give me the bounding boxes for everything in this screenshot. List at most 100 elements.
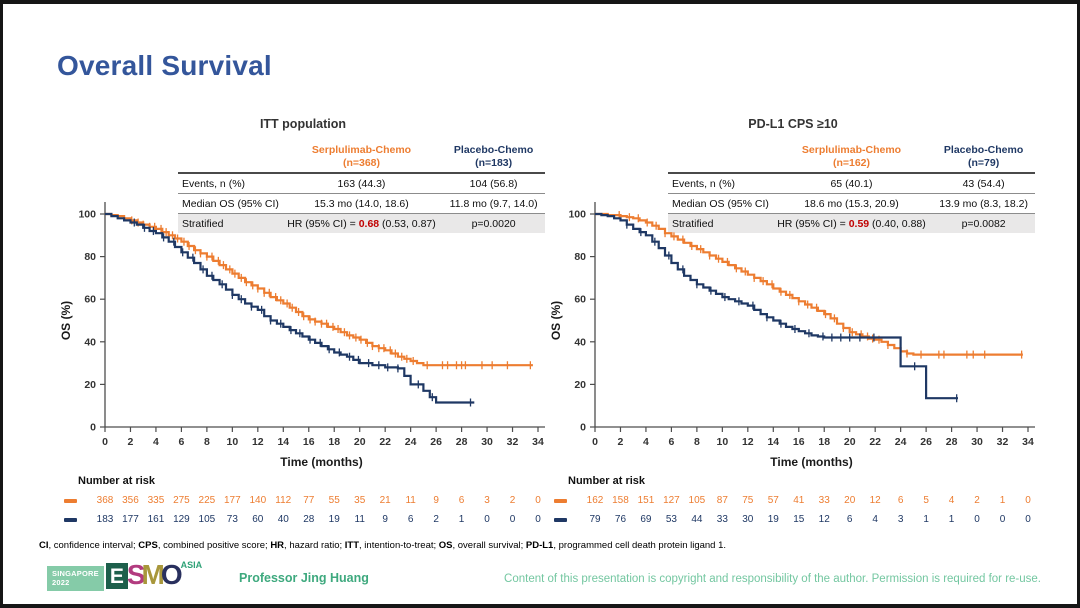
risk-number: 9 xyxy=(433,495,439,506)
risk-number: 33 xyxy=(716,514,728,525)
svg-text:40: 40 xyxy=(84,336,96,348)
risk-number: 20 xyxy=(844,495,856,506)
svg-text:20: 20 xyxy=(574,379,586,391)
footnote-abbreviation: ITT xyxy=(344,540,360,551)
svg-text:16: 16 xyxy=(303,436,315,448)
risk-number: 140 xyxy=(249,495,267,506)
svg-text:18: 18 xyxy=(328,436,340,448)
risk-number: 2 xyxy=(433,514,439,525)
risk-number: 4 xyxy=(872,514,878,525)
logo-letter-o: O xyxy=(160,559,183,590)
svg-text:18: 18 xyxy=(818,436,830,448)
arm-n: (n=79) xyxy=(968,156,1000,169)
risk-number: 129 xyxy=(173,514,190,525)
median-os-placebo: 11.8 mo (9.7, 14.0) xyxy=(449,197,538,210)
svg-text:30: 30 xyxy=(971,436,983,448)
number-at-risk-pdl1: Number at risk 162 158 151 127 105 87 75 57 41 33 2… xyxy=(548,475,1048,537)
risk-number: 19 xyxy=(328,514,340,525)
serplulimab-header: Serplulimab-Chemo (n=368) xyxy=(281,143,442,173)
risk-number: 158 xyxy=(612,495,629,506)
risk-number: 0 xyxy=(484,514,490,525)
abbreviations-footnote: CI, confidence interval; CPS, combined p… xyxy=(39,540,726,551)
svg-text:8: 8 xyxy=(204,436,210,448)
risk-number: 0 xyxy=(974,514,980,525)
y-axis-label: OS (%) xyxy=(549,301,563,340)
hazard-ratio-cell: HR (95% CI) = 0.59 (0.40, 0.88) xyxy=(771,214,932,234)
esmo-asia-logo: SINGAPORE 2022 E S M O ASIA xyxy=(47,559,202,591)
logo-singapore-text: SINGAPORE xyxy=(52,569,99,578)
number-at-risk-itt: Number at risk 368 356 335 275 225 177 140 112 77… xyxy=(58,475,558,537)
km-series-placebo-chemo xyxy=(105,212,475,407)
hr-ci: (0.53, 0.87) xyxy=(379,217,436,230)
table-row-stratified: Stratified HR (95% CI) = 0.59 (0.40, 0.8… xyxy=(668,213,1035,234)
risk-number: 1 xyxy=(923,514,929,525)
risk-number: 44 xyxy=(691,514,703,525)
risk-number: 35 xyxy=(354,495,366,506)
risk-number: 69 xyxy=(640,514,652,525)
svg-text:4: 4 xyxy=(643,436,649,448)
hazard-ratio-cell: HR (95% CI) = 0.68 (0.53, 0.87) xyxy=(281,214,442,234)
hr-value: 0.59 xyxy=(848,217,870,230)
svg-text:60: 60 xyxy=(84,294,96,306)
risk-number: 6 xyxy=(458,495,465,506)
svg-text:12: 12 xyxy=(742,436,754,448)
risk-number: 183 xyxy=(96,514,114,525)
logo-year-text: 2022 xyxy=(52,578,70,588)
logo-letter-e: E xyxy=(105,563,128,589)
table-row-median-os: Median OS (95% CI) 18.6 mo (15.3, 20.9) … xyxy=(668,194,1035,214)
svg-text:22: 22 xyxy=(869,436,881,448)
arm-name: Serplulimab-Chemo xyxy=(801,144,902,156)
row-label: Stratified xyxy=(182,217,224,230)
footnote-text: , combined positive score; xyxy=(157,540,271,551)
risk-number: 3 xyxy=(897,514,904,525)
risk-row-marker-serplulimab-chemo xyxy=(64,499,77,503)
risk-number: 2 xyxy=(974,495,980,506)
risk-number: 55 xyxy=(328,495,340,506)
logo-esmo-letters: E S M O ASIA xyxy=(105,559,202,590)
km-curve xyxy=(595,212,958,400)
x-axis-label: Time (months) xyxy=(770,455,852,469)
risk-number: 6 xyxy=(897,495,904,506)
stats-table-itt: Serplulimab-Chemo (n=368) Placebo-Chemo … xyxy=(178,143,545,234)
p-value: p=0.0082 xyxy=(961,217,1006,230)
svg-text:40: 40 xyxy=(574,336,586,348)
risk-row-marker-placebo-chemo xyxy=(64,518,77,522)
footnote-abbreviation: HR xyxy=(270,540,285,551)
svg-text:8: 8 xyxy=(694,436,700,448)
svg-text:10: 10 xyxy=(227,436,239,448)
svg-text:60: 60 xyxy=(574,294,586,306)
footnote-text: , overall survival; xyxy=(452,540,526,551)
risk-number: 41 xyxy=(793,495,805,506)
logo-letter-s: S xyxy=(126,559,146,590)
arm-name: Placebo-Chemo xyxy=(453,144,534,156)
svg-text:34: 34 xyxy=(532,436,544,448)
svg-text:4: 4 xyxy=(153,436,159,448)
copyright-notice: Content of this presentation is copyrigh… xyxy=(504,573,1041,585)
row-label: Median OS (95% CI) xyxy=(672,197,769,210)
table-header-row: Serplulimab-Chemo (n=368) Placebo-Chemo … xyxy=(178,143,545,174)
risk-number: 0 xyxy=(999,514,1006,525)
median-os-serplulimab: 15.3 mo (14.0, 18.6) xyxy=(314,197,409,210)
risk-number: 75 xyxy=(742,495,754,506)
serplulimab-header: Serplulimab-Chemo (n=162) xyxy=(771,143,932,173)
risk-number: 73 xyxy=(226,514,238,525)
footnote-abbreviation: PD-L1 xyxy=(525,540,554,551)
risk-number: 12 xyxy=(869,495,881,506)
km-series-placebo-chemo xyxy=(595,212,958,403)
risk-number: 368 xyxy=(96,495,114,506)
risk-number: 1 xyxy=(458,514,465,525)
risk-number: 1 xyxy=(948,514,955,525)
risk-number: 162 xyxy=(586,495,604,506)
risk-number: 356 xyxy=(122,495,139,506)
table-row-stratified: Stratified HR (95% CI) = 0.68 (0.53, 0.8… xyxy=(178,213,545,234)
hr-value: 0.68 xyxy=(358,217,380,230)
svg-text:16: 16 xyxy=(793,436,805,448)
number-at-risk-label: Number at risk xyxy=(568,475,646,487)
risk-number: 6 xyxy=(407,514,414,525)
footnote-abbreviation: CI xyxy=(39,540,49,551)
svg-text:80: 80 xyxy=(574,251,586,263)
svg-text:0: 0 xyxy=(90,422,96,434)
risk-number: 3 xyxy=(484,495,490,506)
risk-number: 40 xyxy=(277,514,289,525)
